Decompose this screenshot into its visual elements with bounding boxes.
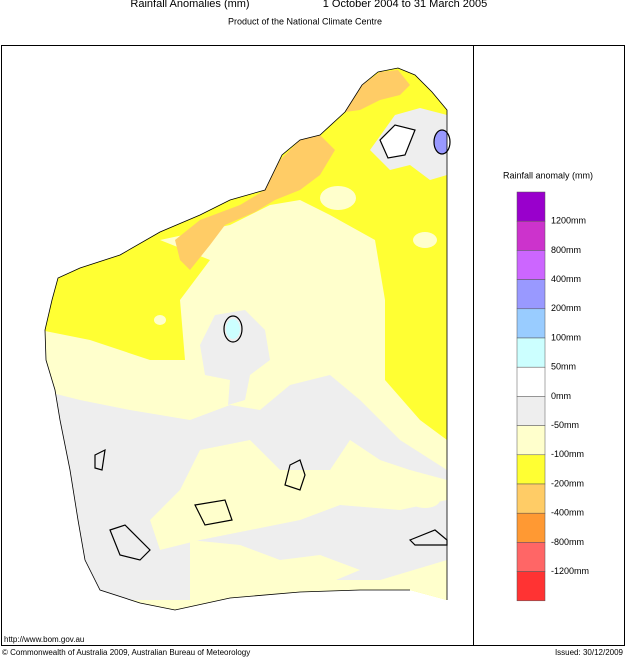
legend-label: 400mm xyxy=(551,274,581,284)
legend-label: -400mm xyxy=(551,508,584,518)
legend-swatch xyxy=(516,220,546,251)
legend-swatch xyxy=(516,512,546,543)
legend-swatch xyxy=(516,454,546,485)
period: 1 October 2004 to 31 March 2005 xyxy=(323,0,488,10)
legend-swatch xyxy=(516,308,546,339)
issued: Issued: 30/12/2009 xyxy=(555,648,624,657)
url: http://www.bom.gov.au xyxy=(4,635,84,644)
legend-label: -800mm xyxy=(551,537,584,547)
copyright: © Commonwealth of Australia 2009, Austra… xyxy=(2,648,250,657)
legend-swatch xyxy=(516,191,546,222)
legend-label: 50mm xyxy=(551,362,576,372)
legend-swatch xyxy=(516,571,546,602)
legend-swatch xyxy=(516,337,546,368)
legend-label: 0mm xyxy=(551,391,571,401)
legend-swatch xyxy=(516,366,546,397)
legend-swatch xyxy=(516,396,546,426)
legend-label: 800mm xyxy=(551,245,581,255)
legend-label: -1200mm xyxy=(551,566,589,576)
title: Rainfall Anomalies (mm) xyxy=(130,0,249,10)
legend-swatch xyxy=(516,483,546,514)
legend-title: Rainfall anomaly (mm) xyxy=(503,170,593,180)
map xyxy=(44,67,451,611)
legend-swatch xyxy=(516,425,546,456)
legend-label: -200mm xyxy=(551,478,584,488)
legend-label: 200mm xyxy=(551,303,581,313)
legend: 1200mm 800mm 400mm 200mm 100mm 50mm 0mm -50mm -1… xyxy=(516,191,589,602)
frame xyxy=(1,45,625,646)
subtitle: Product of the National Climate Centre xyxy=(228,16,382,26)
legend-swatch xyxy=(516,279,546,310)
legend-label: -100mm xyxy=(551,449,584,459)
legend-label: 100mm xyxy=(551,332,581,342)
legend-swatch xyxy=(516,250,546,280)
legend-label: -50mm xyxy=(551,420,579,430)
legend-label: 1200mm xyxy=(551,216,586,226)
legend-swatch xyxy=(516,542,546,572)
